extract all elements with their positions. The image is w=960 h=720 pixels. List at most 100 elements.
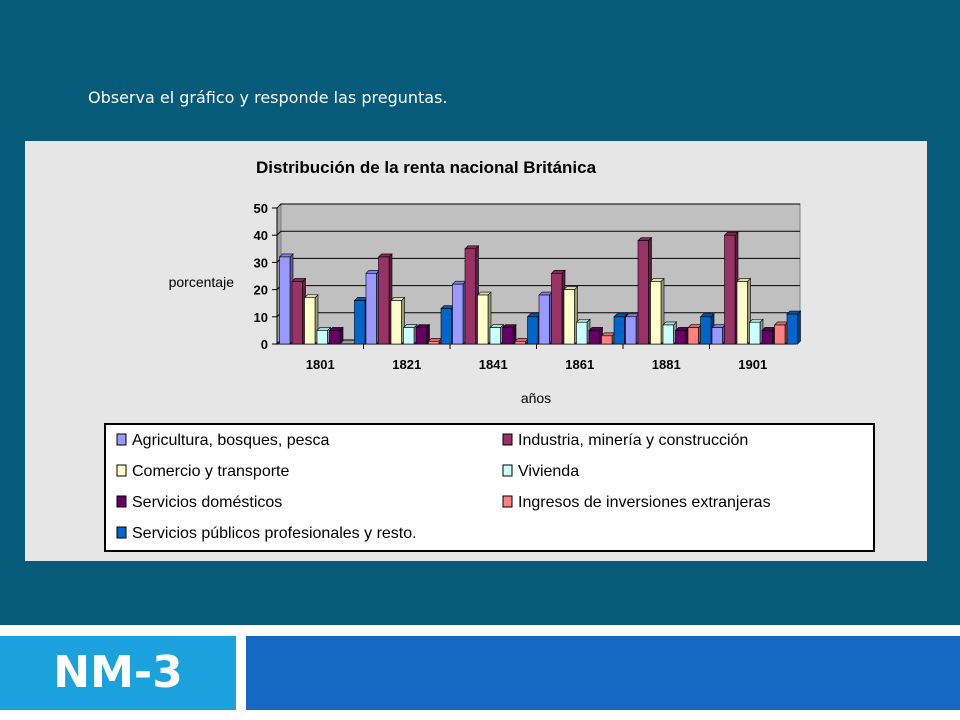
bar — [278, 253, 294, 345]
legend-item: Vivienda — [502, 463, 579, 480]
footer-separator — [236, 631, 246, 720]
bar-front — [588, 330, 600, 345]
bar — [662, 321, 678, 345]
bar-front — [489, 327, 501, 345]
bar — [575, 318, 591, 345]
bar — [649, 277, 665, 345]
legend-item: Servicios domésticos — [116, 494, 282, 511]
bar-front — [625, 316, 637, 345]
bar-front — [403, 327, 415, 345]
bar-front — [527, 316, 539, 345]
bar — [786, 310, 802, 345]
bar — [624, 313, 640, 345]
bar — [328, 326, 344, 345]
instruction-text: Observa el gráfico y responde las pregun… — [88, 88, 448, 107]
bar — [563, 285, 579, 345]
legend-item: Servicios públicos profesionales y resto… — [116, 525, 417, 542]
bar — [687, 323, 703, 345]
bar-front — [576, 321, 588, 345]
bar-front — [687, 327, 699, 345]
legend-item: Comercio y transporte — [116, 463, 289, 480]
x-tick-label: 1881 — [652, 357, 681, 372]
bar-front — [415, 327, 427, 345]
bar-front — [675, 330, 687, 345]
x-tick-label: 1861 — [565, 357, 594, 372]
bar-front — [736, 281, 748, 345]
bar-front — [440, 308, 452, 345]
bar-front — [279, 256, 291, 345]
footer-bar — [246, 636, 960, 710]
bar-front — [613, 316, 625, 345]
bar-front — [786, 313, 798, 345]
legend-label: Servicios domésticos — [132, 494, 282, 511]
bar-front — [662, 324, 674, 345]
legend-item: Agricultura, bosques, pesca — [116, 432, 330, 449]
bar-front — [329, 330, 341, 345]
bar-front — [378, 256, 390, 345]
bar-side — [797, 310, 801, 345]
bar-front — [551, 272, 563, 345]
legend-label: Industria, minería y construcción — [518, 432, 748, 449]
bar — [550, 269, 566, 345]
bar — [476, 291, 492, 345]
x-tick-label: 1821 — [392, 357, 421, 372]
legend-label: Agricultura, bosques, pesca — [132, 432, 330, 449]
x-tick-label: 1801 — [306, 357, 335, 372]
legend: Agricultura, bosques, pesca Industria, mi… — [104, 423, 875, 552]
bar — [588, 326, 604, 345]
y-tick-label: 20 — [254, 283, 268, 298]
bar — [748, 318, 764, 345]
bar-front — [761, 330, 773, 345]
bar — [390, 296, 406, 345]
bar-front — [390, 300, 402, 345]
bar — [501, 323, 517, 345]
bar-front — [477, 294, 489, 345]
y-tick-label: 30 — [254, 255, 268, 270]
bar — [464, 245, 480, 345]
bar — [761, 326, 777, 345]
bar-front — [291, 281, 303, 345]
x-tick-label: 1901 — [738, 357, 767, 372]
bar — [514, 337, 530, 345]
bar-front — [724, 234, 736, 345]
bar — [451, 280, 467, 345]
legend-label: Comercio y transporte — [132, 463, 289, 480]
slide-code: NM-3 — [53, 647, 183, 698]
bar-chart: Distribución de la renta nacional Britán… — [25, 141, 927, 561]
bar — [427, 337, 443, 345]
x-axis-label: años — [521, 390, 551, 406]
bar — [303, 294, 319, 345]
y-tick-label: 10 — [254, 310, 268, 325]
legend-swatch — [116, 433, 127, 446]
gridline — [276, 230, 800, 236]
bar-front — [774, 324, 786, 345]
legend-swatch — [116, 495, 127, 508]
legend-swatch — [502, 464, 513, 477]
footer-code-panel — [0, 636, 236, 710]
legend-label: Vivienda — [518, 463, 579, 480]
bar — [538, 291, 554, 345]
bar-front — [354, 300, 366, 345]
bar — [402, 323, 418, 345]
legend-label: Servicios públicos profesionales y resto… — [132, 525, 417, 542]
x-tick-label: 1841 — [479, 357, 508, 372]
chart-panel: Distribución de la renta nacional Britán… — [25, 141, 927, 561]
y-axis-label: porcentaje — [169, 274, 235, 290]
y-tick-label: 50 — [254, 201, 268, 216]
chart-title: Distribución de la renta nacional Britán… — [256, 158, 597, 177]
bar — [365, 269, 381, 345]
bar — [637, 236, 653, 345]
bar — [773, 321, 789, 345]
gridline — [276, 203, 800, 209]
bar-front — [502, 327, 514, 345]
bar — [291, 277, 307, 345]
bar — [600, 332, 616, 345]
bar — [674, 326, 690, 345]
legend-swatch — [502, 495, 513, 508]
bar — [415, 323, 431, 345]
legend-swatch — [116, 526, 127, 539]
legend-swatch — [502, 433, 513, 446]
bar-front — [700, 316, 712, 345]
bar-front — [601, 335, 613, 345]
bar-front — [749, 321, 761, 345]
